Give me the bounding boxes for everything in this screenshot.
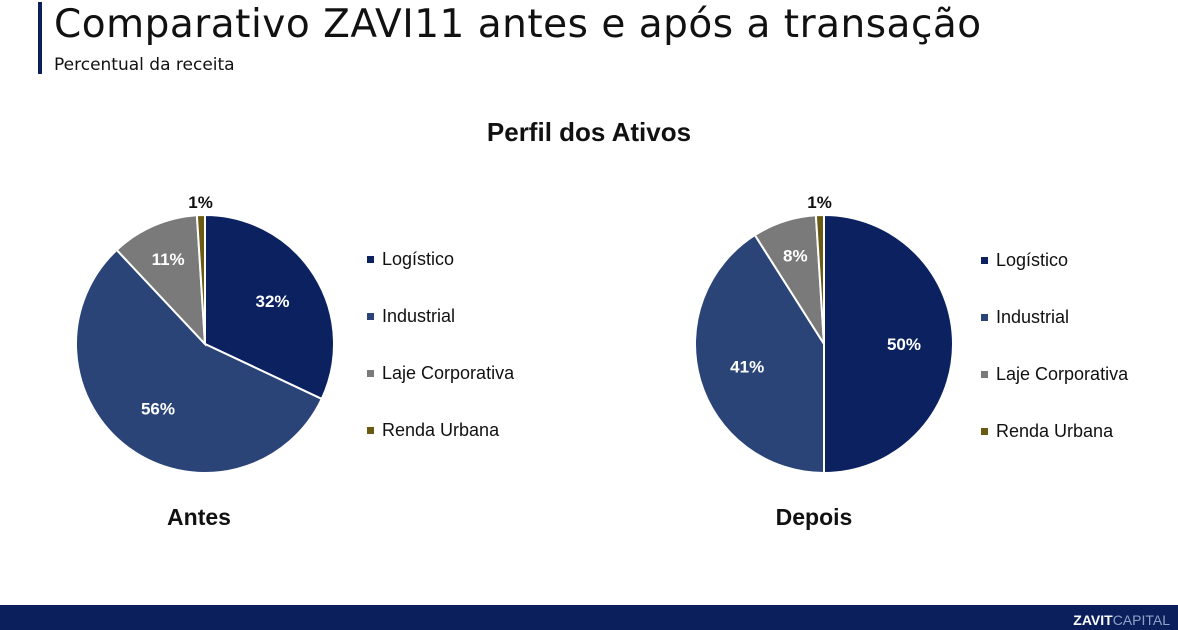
legend-swatch-industrial	[981, 314, 988, 321]
pie-slice-logistico	[204, 213, 335, 401]
legend-item-logistico: Logístico	[981, 250, 1128, 307]
legend-label-logistico: Logístico	[382, 249, 455, 269]
legend-antes: Logístico Industrial Laje Corporativa Renda…	[367, 249, 514, 477]
pie-label-logistico: 32%	[256, 292, 290, 311]
pie-label-renda-urbana: 1%	[807, 193, 832, 212]
pie-slice-laje-corporativa	[115, 214, 207, 347]
pie-chart-antes: 32% 56% 11% 1%	[75, 193, 335, 474]
brand-logo-bold: ZAVIT	[1073, 612, 1113, 628]
legend-label-industrial: Industrial	[996, 307, 1070, 327]
legend-item-logistico: Logístico	[367, 249, 514, 306]
pie-slice-renda-urbana	[195, 213, 206, 345]
legend-swatch-logistico	[981, 257, 988, 264]
footer-bar	[0, 605, 1178, 630]
chart-caption-antes: Antes	[167, 504, 231, 530]
brand-logo-light: CAPITAL	[1112, 612, 1170, 628]
pie-chart-depois: 50% 41% 8% 1%	[694, 193, 954, 475]
legend-item-industrial: Industrial	[367, 306, 514, 363]
legend-swatch-laje-corporativa	[981, 371, 988, 378]
page-subtitle: Percentual da receita	[54, 55, 235, 75]
legend-label-renda-urbana: Renda Urbana	[382, 420, 500, 440]
pie-slice-industrial	[75, 248, 324, 474]
legend-item-renda-urbana: Renda Urbana	[981, 421, 1128, 478]
chart-caption-depois: Depois	[775, 504, 853, 530]
pie-label-renda-urbana: 1%	[188, 193, 213, 212]
pie-slice-logistico	[823, 213, 954, 475]
section-title: Perfil dos Ativos	[486, 117, 692, 147]
legend-label-laje-corporativa: Laje Corporativa	[382, 363, 515, 383]
pie-label-logistico: 50%	[887, 335, 921, 354]
legend-label-laje-corporativa: Laje Corporativa	[996, 364, 1129, 384]
legend-label-logistico: Logístico	[996, 250, 1069, 270]
legend-swatch-industrial	[367, 313, 374, 320]
title-accent-bar	[38, 2, 42, 74]
legend-swatch-renda-urbana	[367, 427, 374, 434]
legend-item-laje-corporativa: Laje Corporativa	[981, 364, 1128, 421]
legend-label-renda-urbana: Renda Urbana	[996, 421, 1114, 441]
legend-swatch-renda-urbana	[981, 428, 988, 435]
pie-slice-renda-urbana	[814, 213, 825, 345]
legend-swatch-laje-corporativa	[367, 370, 374, 377]
legend-depois: Logístico Industrial Laje Corporativa Renda…	[981, 250, 1128, 478]
legend-swatch-logistico	[367, 256, 374, 263]
pie-label-laje-corporativa: 8%	[783, 247, 808, 266]
pie-label-industrial: 41%	[730, 357, 764, 376]
page-title: Comparativo ZAVI11 antes e após a transa…	[54, 2, 982, 47]
legend-item-industrial: Industrial	[981, 307, 1128, 364]
pie-label-laje-corporativa: 11%	[152, 250, 185, 269]
legend-label-industrial: Industrial	[382, 306, 456, 326]
pie-label-industrial: 56%	[141, 400, 175, 419]
legend-item-laje-corporativa: Laje Corporativa	[367, 363, 514, 420]
legend-item-renda-urbana: Renda Urbana	[367, 420, 514, 477]
brand-logo: ZAVITCAPITAL	[1073, 612, 1170, 628]
